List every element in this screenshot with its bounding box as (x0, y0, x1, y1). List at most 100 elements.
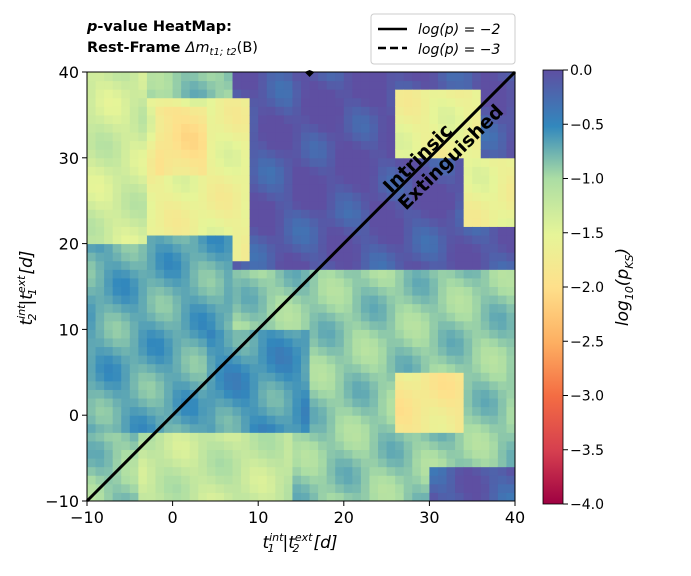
heatmap-cell (369, 312, 379, 322)
heatmap-cell (189, 157, 199, 167)
heatmap-cell (326, 346, 336, 356)
heatmap-cell (326, 320, 336, 330)
heatmap-cell (249, 192, 259, 202)
heatmap-cell (360, 149, 370, 159)
heatmap-cell (412, 89, 422, 99)
heatmap-cell (343, 132, 353, 142)
heatmap-cell (95, 97, 105, 107)
heatmap-cell (104, 286, 114, 296)
heatmap-cell (181, 123, 191, 133)
heatmap-cell (104, 200, 114, 210)
heatmap-cell (189, 458, 199, 468)
heatmap-cell (301, 449, 311, 459)
heatmap-cell (223, 97, 234, 107)
heatmap-cell (215, 320, 225, 330)
heatmap-cell (275, 192, 285, 202)
heatmap-cell (129, 277, 139, 287)
heatmap-cell (378, 492, 388, 501)
heatmap-cell (360, 140, 370, 150)
heatmap-cell (369, 415, 379, 425)
heatmap-cell (318, 312, 328, 322)
heatmap-cell (129, 423, 139, 433)
heatmap-cell (283, 372, 293, 382)
heatmap-cell (138, 97, 148, 107)
heatmap-cell (292, 209, 302, 219)
heatmap-cell (112, 440, 122, 451)
heatmap-cell (241, 363, 251, 373)
heatmap-cell (318, 183, 328, 193)
heatmap-cell (360, 252, 370, 262)
heatmap-cell (292, 483, 302, 493)
heatmap-cell (378, 406, 388, 416)
heatmap-cell (506, 415, 515, 425)
heatmap-cell (275, 243, 285, 253)
heatmap-cell (369, 406, 379, 416)
heatmap-cell (420, 89, 430, 99)
heatmap-cell (138, 492, 148, 501)
heatmap-cell (258, 149, 268, 159)
heatmap-cell (378, 312, 388, 322)
heatmap-cell (326, 106, 336, 116)
heatmap-cell (395, 252, 405, 262)
heatmap-cell (164, 217, 174, 227)
heatmap-cell (283, 492, 293, 501)
heatmap-cell (129, 389, 139, 399)
heatmap-cell (497, 157, 507, 167)
x-tick-label: 0 (168, 508, 178, 527)
heatmap-cell (309, 458, 319, 468)
heatmap-cell (198, 329, 208, 339)
heatmap-cell (335, 80, 345, 90)
heatmap-cell (463, 192, 473, 202)
heatmap-cell (138, 200, 148, 210)
heatmap-cell (258, 72, 268, 82)
heatmap-cell (189, 329, 199, 339)
heatmap-cell (266, 89, 276, 99)
heatmap-cell (378, 475, 388, 485)
heatmap-cell (121, 483, 131, 493)
heatmap-cell (172, 217, 182, 227)
heatmap-cell (506, 235, 515, 245)
heatmap-cell (215, 440, 225, 451)
heatmap-cell (318, 235, 328, 245)
heatmap-cell (343, 252, 353, 262)
heatmap-cell (164, 243, 174, 253)
heatmap-cell (360, 466, 370, 476)
heatmap-cell (335, 252, 345, 262)
heatmap-cell (472, 140, 482, 150)
heatmap-cell (455, 355, 465, 365)
heatmap-cell (249, 217, 259, 227)
heatmap-cell (241, 209, 251, 219)
heatmap-cell (215, 466, 225, 476)
heatmap-cell (506, 157, 515, 167)
heatmap-cell (129, 226, 139, 236)
heatmap-cell (326, 269, 336, 279)
heatmap-cell (335, 449, 345, 459)
heatmap-cell (249, 337, 259, 348)
heatmap-cell (223, 209, 234, 219)
heatmap-cell (309, 243, 319, 253)
heatmap-cell (412, 398, 422, 408)
heatmap-cell (472, 243, 482, 253)
heatmap-cell (472, 252, 482, 262)
heatmap-cell (155, 492, 165, 501)
heatmap-cell (463, 89, 473, 99)
heatmap-cell (223, 329, 234, 339)
heatmap-cell (181, 286, 191, 296)
heatmap-cell (87, 363, 97, 373)
heatmap-cell (309, 72, 319, 82)
heatmap-cell (309, 320, 319, 330)
heatmap-cell (146, 380, 156, 390)
heatmap-cell (223, 200, 234, 210)
heatmap-cell (463, 260, 473, 270)
heatmap-cell (292, 303, 302, 313)
heatmap-cell (189, 355, 199, 365)
heatmap-cell (301, 183, 311, 193)
heatmap-cell (395, 277, 405, 287)
heatmap-cell (506, 363, 515, 373)
heatmap-cell (249, 423, 259, 433)
heatmap-cell (489, 475, 499, 485)
heatmap-cell (429, 114, 439, 124)
heatmap-cell (463, 458, 473, 468)
heatmap-cell (198, 320, 208, 330)
heatmap-cell (155, 295, 165, 305)
